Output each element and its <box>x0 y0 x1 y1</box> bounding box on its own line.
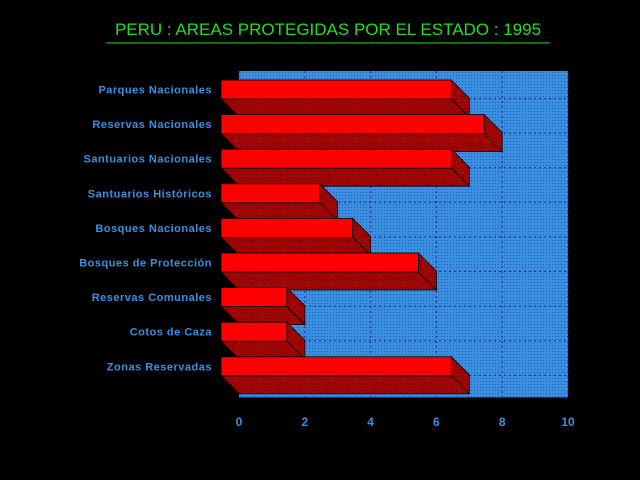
bar <box>220 286 306 326</box>
bar <box>220 113 504 153</box>
bar-front <box>220 217 354 238</box>
bar-bottom <box>220 375 471 395</box>
bar <box>220 252 438 291</box>
bar <box>220 79 471 118</box>
category-label: Parques Nacionales <box>98 85 212 97</box>
category-label: Santuarios Históricos <box>88 188 212 200</box>
x-tick-label: 10 <box>561 415 575 429</box>
bar-front <box>220 287 288 308</box>
bar-front <box>220 356 452 377</box>
bar-front <box>220 79 452 100</box>
x-tick-label: 6 <box>433 415 440 429</box>
category-label: Santuarios Nacionales <box>84 154 213 166</box>
category-label: Bosques de Protección <box>79 258 212 270</box>
bar-front <box>220 148 452 169</box>
category-label: Bosques Nacionales <box>95 223 212 235</box>
x-tick-label: 2 <box>301 415 308 429</box>
bar-front <box>220 252 419 273</box>
x-tick-label: 8 <box>499 415 506 429</box>
x-tick-label: 0 <box>236 415 243 429</box>
category-label: Reservas Comunales <box>92 292 212 304</box>
category-label: Zonas Reservadas <box>107 361 212 373</box>
category-label: Cotos de Caza <box>130 327 213 339</box>
bar-front <box>220 114 485 134</box>
x-tick-label: 4 <box>367 415 374 429</box>
bar <box>220 148 471 188</box>
plot-area: Parques Nacionales Reservas Nacionales San… <box>79 71 575 429</box>
bar <box>220 355 471 395</box>
category-label: Reservas Nacionales <box>92 119 212 131</box>
bar-front <box>220 321 288 342</box>
bar <box>220 217 372 257</box>
bar <box>220 321 306 361</box>
bar-front <box>220 183 321 204</box>
chart-title: PERU : AREAS PROTEGIDAS POR EL ESTADO : … <box>115 20 541 39</box>
bar <box>220 182 339 222</box>
